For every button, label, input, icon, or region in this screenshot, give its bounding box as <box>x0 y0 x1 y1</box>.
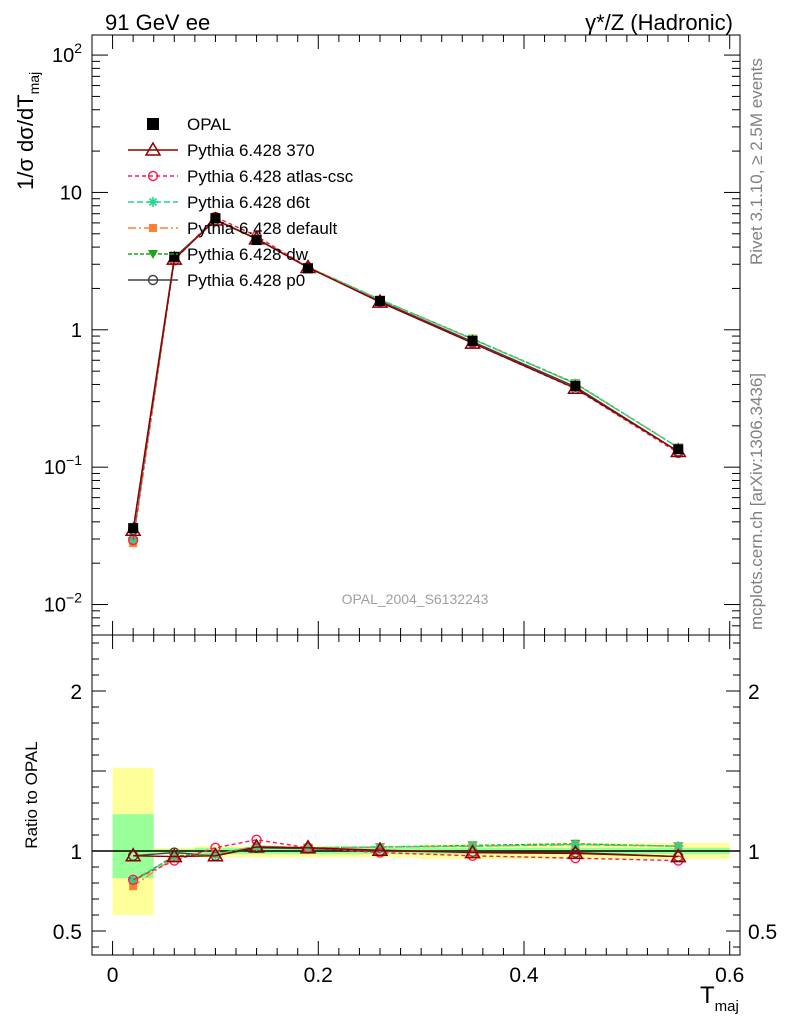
legend-item-p370: Pythia 6.428 370 <box>128 141 315 160</box>
legend: OPAL Pythia 6.428 370 Pythia 6.428 atlas-c… <box>128 115 354 290</box>
main-line-d6t <box>132 218 679 541</box>
legend-label-atlas: Pythia 6.428 atlas-csc <box>187 167 354 186</box>
ratio-point-p370 <box>124 847 142 862</box>
y-tick-label: 10−2 <box>44 590 82 617</box>
ratio-point-atlas <box>251 834 262 845</box>
ratio-y-tick-label-right: 0.5 <box>748 921 777 944</box>
svg-text:1/σ dσ/dTmaj: 1/σ dσ/dTmaj <box>13 72 42 190</box>
ratio-point-p370 <box>165 848 183 863</box>
x-axis-label-sub: maj <box>715 998 739 1015</box>
ratio-point-p370 <box>464 844 481 859</box>
ratio-point-atlas <box>467 850 478 861</box>
main-y-axis-label-text: 1/σ dσ/dT <box>13 94 38 190</box>
x-tick-label: 0.6 <box>715 964 744 987</box>
main-point-opal <box>303 263 313 274</box>
x-tick-label: 0 <box>107 964 119 987</box>
watermark: OPAL_2004_S6132243 <box>342 591 489 607</box>
ratio-y-tick-label: 2 <box>70 681 82 704</box>
ratio-point-atlas <box>210 842 221 853</box>
ratio-point-d6t <box>570 839 581 850</box>
main-point-opal <box>375 296 385 307</box>
ratio-point-default <box>129 882 138 891</box>
header-left: 91 GeV ee <box>105 10 210 35</box>
x-axis-label: Tmaj <box>700 982 739 1015</box>
x-tick-label: 0.4 <box>509 964 539 987</box>
ratio-plot-frame <box>91 634 741 956</box>
main-line-default <box>132 218 679 544</box>
ratio-point-p370 <box>207 847 224 862</box>
ratio-point-p370 <box>299 839 317 854</box>
legend-label-d6t: Pythia 6.428 d6t <box>187 193 310 212</box>
ratio-series-atlas <box>127 834 684 885</box>
legend-item-atlas: Pythia 6.428 atlas-csc <box>128 167 354 186</box>
main-point-opal <box>169 251 180 262</box>
legend-label-p0: Pythia 6.428 p0 <box>187 271 305 290</box>
legend-marker-atlas <box>147 170 159 182</box>
main-y-axis-label: 1/σ dσ/dTmaj <box>13 72 42 190</box>
legend-marker-p0 <box>147 274 159 286</box>
y-tick-label: 10 <box>60 182 82 204</box>
ratio-line-p370 <box>133 846 679 858</box>
main-point-opal <box>210 213 221 224</box>
y-tick-label: 1 <box>71 320 82 342</box>
legend-label-p370: Pythia 6.428 370 <box>187 141 315 160</box>
legend-label-data: OPAL <box>187 115 231 134</box>
legend-marker-default <box>149 224 157 232</box>
ratio-point-p370 <box>567 844 584 860</box>
main-point-opal <box>128 523 139 534</box>
ratio-y-tick-label: 0.5 <box>53 921 82 944</box>
main-line-p0 <box>132 219 679 530</box>
ratio-y-tick-label: 1 <box>70 841 82 864</box>
main-y-axis-label-sub: maj <box>26 72 42 95</box>
main-point-opal <box>570 380 581 391</box>
side-label-mcplots: mcplots.cern.ch [arXiv:1306.3436] <box>747 373 766 630</box>
legend-item-data: OPAL <box>147 115 231 134</box>
legend-item-d6t: Pythia 6.428 d6t <box>128 193 310 212</box>
ratio-point-atlas <box>127 874 139 885</box>
ratio-y-tick-label-right: 1 <box>748 841 760 864</box>
main-point-opal <box>673 444 684 455</box>
main-series-opal <box>128 213 684 534</box>
ratio-uncertainty-bands <box>112 767 730 915</box>
main-point-opal <box>467 335 478 346</box>
legend-item-default: Pythia 6.428 default <box>128 219 338 238</box>
legend-item-dw: Pythia 6.428 dw <box>128 245 309 264</box>
axes-and-ticks: 0 0.2 0.4 0.6 10−2 10−1 1 10 102 0.5 0.5 1 1 2 2 <box>44 34 777 987</box>
x-tick-label: 0.2 <box>304 964 333 987</box>
side-label-rivet: Rivet 3.1.10, ≥ 2.5M events <box>747 58 766 265</box>
main-line-atlas <box>132 216 679 541</box>
legend-label-default: Pythia 6.428 default <box>187 219 338 238</box>
ratio-point-atlas <box>374 847 386 858</box>
ratio-point-p370 <box>371 841 389 856</box>
main-point-opal <box>251 235 262 246</box>
x-axis-label-text: T <box>700 982 715 1009</box>
ratio-y-axis-label: Ratio to OPAL <box>22 741 41 848</box>
y-tick-label: 10−1 <box>44 452 82 479</box>
legend-marker-opal <box>147 118 159 130</box>
header-right: γ*/Z (Hadronic) <box>585 10 733 35</box>
ratio-series-p370 <box>124 838 687 863</box>
y-tick-label: 102 <box>52 40 82 67</box>
legend-label-dw: Pythia 6.428 dw <box>187 245 309 264</box>
legend-item-p0: Pythia 6.428 p0 <box>128 271 305 290</box>
series-layer <box>124 211 687 891</box>
main-series-dw <box>128 215 684 547</box>
legend-marker-dw <box>148 250 158 259</box>
legend-marker-p370 <box>144 141 162 156</box>
main-line-dw <box>132 218 679 542</box>
ratio-y-tick-label-right: 2 <box>748 681 760 704</box>
ratio-point-p370 <box>669 848 687 863</box>
band-inner-0 <box>112 814 154 879</box>
main-line-p370 <box>132 219 679 531</box>
legend-marker-d6t <box>148 197 158 207</box>
main-series-default <box>129 215 683 548</box>
ratio-point-p370 <box>248 838 265 853</box>
